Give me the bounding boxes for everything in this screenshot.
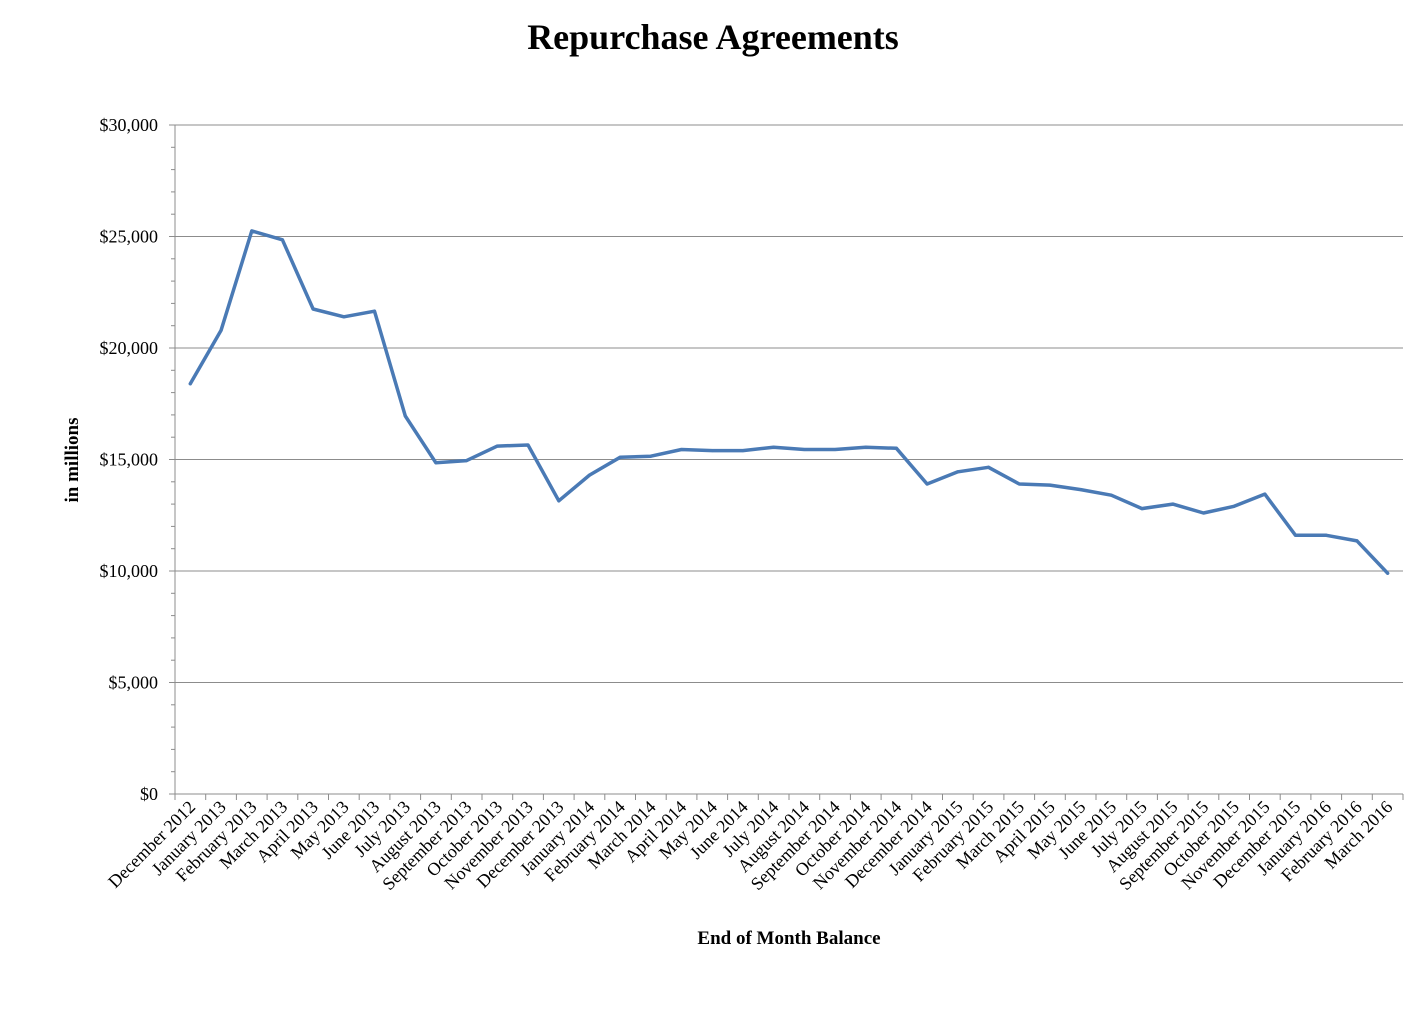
y-tick-label: $15,000 xyxy=(100,450,159,470)
data-point xyxy=(1109,493,1113,497)
y-tick-label: $30,000 xyxy=(100,115,159,135)
y-tick-label: $5,000 xyxy=(109,673,159,693)
data-point xyxy=(557,499,561,503)
axes xyxy=(169,124,1404,800)
series-line xyxy=(188,229,1390,575)
data-point xyxy=(741,449,745,453)
data-point xyxy=(495,444,499,448)
data-point xyxy=(956,470,960,474)
data-point xyxy=(894,446,898,450)
data-point xyxy=(280,238,284,242)
data-point xyxy=(1232,504,1236,508)
y-tick-label: $10,000 xyxy=(100,561,159,581)
data-point xyxy=(1324,533,1328,537)
data-point xyxy=(649,454,653,458)
chart-title: Repurchase Agreements xyxy=(527,17,899,57)
data-point xyxy=(864,445,868,449)
y-tick-label: $20,000 xyxy=(100,338,159,358)
data-point xyxy=(373,309,376,313)
data-point xyxy=(802,448,806,451)
data-point xyxy=(588,473,591,477)
data-point xyxy=(987,465,990,469)
data-point xyxy=(680,448,683,451)
y-axis-title: in millions xyxy=(62,418,83,503)
data-point xyxy=(465,459,469,463)
series-group xyxy=(188,229,1390,575)
data-point xyxy=(526,443,530,447)
data-point xyxy=(434,461,438,465)
gridlines xyxy=(175,124,1403,683)
data-point xyxy=(710,449,714,453)
data-point xyxy=(188,382,192,386)
data-point xyxy=(250,229,254,233)
y-tick-labels: $0 $5,000 $10,000 $15,000 $20,000 $25,000 $30,… xyxy=(100,115,159,804)
data-point xyxy=(403,414,407,418)
data-point xyxy=(925,482,929,486)
data-point xyxy=(1355,539,1359,543)
data-point xyxy=(1263,492,1267,496)
data-point xyxy=(1079,488,1083,492)
data-point xyxy=(1048,483,1052,487)
data-point xyxy=(342,315,346,319)
data-point xyxy=(833,448,837,451)
x-axis-title: End of Month Balance xyxy=(697,928,880,949)
data-point xyxy=(1294,533,1297,537)
y-tick-label: $0 xyxy=(140,784,158,804)
data-point xyxy=(1017,482,1021,486)
data-point xyxy=(772,445,776,449)
data-point xyxy=(1140,507,1144,511)
data-point xyxy=(1171,502,1175,506)
data-point xyxy=(1386,571,1390,575)
data-point xyxy=(1202,511,1205,515)
data-point xyxy=(219,328,223,332)
data-point xyxy=(311,307,315,311)
data-point xyxy=(618,455,622,459)
y-tick-label: $25,000 xyxy=(100,227,159,247)
